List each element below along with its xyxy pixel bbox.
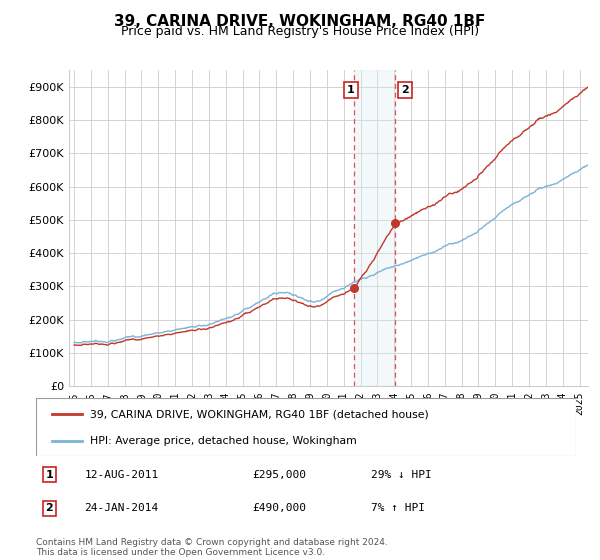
Text: 39, CARINA DRIVE, WOKINGHAM, RG40 1BF (detached house): 39, CARINA DRIVE, WOKINGHAM, RG40 1BF (d… <box>90 409 429 419</box>
Text: 39, CARINA DRIVE, WOKINGHAM, RG40 1BF: 39, CARINA DRIVE, WOKINGHAM, RG40 1BF <box>115 14 485 29</box>
Text: 12-AUG-2011: 12-AUG-2011 <box>85 470 159 479</box>
Text: 7% ↑ HPI: 7% ↑ HPI <box>371 503 425 513</box>
Text: 1: 1 <box>347 85 355 95</box>
Text: Contains HM Land Registry data © Crown copyright and database right 2024.
This d: Contains HM Land Registry data © Crown c… <box>36 538 388 557</box>
Text: 1: 1 <box>46 470 53 479</box>
Text: 2: 2 <box>401 85 409 95</box>
Text: 24-JAN-2014: 24-JAN-2014 <box>85 503 159 513</box>
Text: 29% ↓ HPI: 29% ↓ HPI <box>371 470 431 479</box>
Text: Price paid vs. HM Land Registry's House Price Index (HPI): Price paid vs. HM Land Registry's House … <box>121 25 479 38</box>
Text: £295,000: £295,000 <box>252 470 306 479</box>
Text: £490,000: £490,000 <box>252 503 306 513</box>
Text: HPI: Average price, detached house, Wokingham: HPI: Average price, detached house, Woki… <box>90 436 357 446</box>
Bar <box>354 70 395 386</box>
FancyBboxPatch shape <box>36 398 576 456</box>
Text: 2: 2 <box>46 503 53 513</box>
